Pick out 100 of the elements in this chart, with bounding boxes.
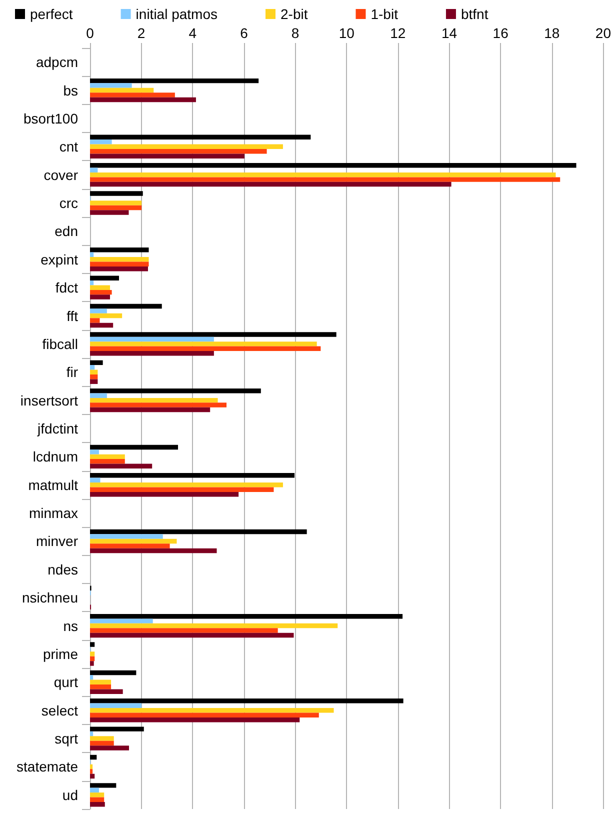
bar bbox=[90, 670, 136, 676]
bar bbox=[90, 402, 227, 408]
bar bbox=[90, 652, 95, 656]
y-tick-label: edn bbox=[54, 223, 78, 240]
bar bbox=[90, 764, 93, 770]
legend-label: 2-bit bbox=[280, 6, 308, 22]
bar bbox=[90, 407, 210, 412]
bar bbox=[90, 680, 112, 685]
bar bbox=[90, 614, 403, 619]
y-tick-label: minmax bbox=[28, 505, 78, 522]
bar bbox=[90, 346, 321, 352]
y-tick-label: qurt bbox=[54, 674, 78, 690]
y-tick-label: bs bbox=[63, 82, 78, 98]
bar bbox=[90, 149, 267, 154]
bar bbox=[90, 628, 278, 633]
bar bbox=[90, 398, 218, 403]
bar bbox=[90, 365, 95, 370]
bar bbox=[90, 717, 300, 722]
bar bbox=[90, 276, 119, 280]
bar bbox=[90, 393, 107, 398]
bar bbox=[90, 280, 94, 286]
bar bbox=[90, 285, 110, 290]
bar bbox=[90, 200, 142, 206]
bar bbox=[90, 661, 94, 666]
bar bbox=[90, 454, 125, 460]
bar bbox=[90, 248, 149, 252]
bar bbox=[90, 374, 98, 380]
y-tick-label: select bbox=[41, 702, 78, 718]
bar bbox=[90, 177, 560, 182]
bar bbox=[90, 788, 99, 793]
bar bbox=[90, 379, 98, 384]
bar bbox=[90, 792, 104, 798]
bar bbox=[90, 318, 100, 323]
x-tick-label: 18 bbox=[544, 25, 560, 41]
bar bbox=[90, 252, 94, 258]
y-tick-label: jfdctint bbox=[36, 420, 78, 436]
bar bbox=[90, 336, 214, 342]
bar bbox=[90, 322, 114, 328]
bar bbox=[90, 388, 261, 394]
bar bbox=[90, 698, 404, 704]
y-tick-label: adpcm bbox=[36, 54, 78, 70]
bar bbox=[90, 370, 98, 374]
bar bbox=[90, 689, 123, 694]
bar bbox=[90, 162, 576, 168]
bar bbox=[90, 257, 149, 262]
bar bbox=[90, 746, 130, 750]
bar bbox=[90, 618, 153, 624]
bar bbox=[90, 313, 122, 318]
bar bbox=[90, 548, 217, 554]
bar bbox=[90, 623, 338, 628]
bar bbox=[90, 444, 178, 450]
bar bbox=[90, 172, 556, 178]
bar bbox=[90, 304, 162, 309]
y-tick-label: prime bbox=[42, 646, 78, 662]
bar bbox=[90, 205, 142, 210]
y-tick-label: expint bbox=[40, 251, 78, 268]
bar bbox=[90, 210, 129, 215]
bar bbox=[90, 754, 97, 760]
y-tick-label: sqrt bbox=[54, 730, 78, 747]
x-tick-label: 0 bbox=[86, 25, 94, 41]
bar bbox=[90, 534, 163, 539]
bar bbox=[90, 703, 142, 708]
y-tick-label: fir bbox=[66, 364, 78, 380]
bar bbox=[90, 726, 144, 732]
y-tick-label: minver bbox=[36, 533, 78, 550]
bar bbox=[90, 675, 94, 680]
bar bbox=[90, 482, 283, 488]
bar bbox=[90, 168, 98, 172]
bar bbox=[90, 769, 93, 774]
x-tick-label: 8 bbox=[291, 25, 300, 41]
x-tick-label: 20 bbox=[595, 25, 612, 41]
x-tick-label: 16 bbox=[492, 25, 509, 41]
bar bbox=[90, 797, 104, 802]
bar bbox=[90, 294, 110, 300]
bar bbox=[90, 459, 125, 464]
legend-label: btfnt bbox=[460, 6, 488, 22]
bar bbox=[90, 140, 112, 144]
bar bbox=[90, 154, 244, 158]
bar bbox=[90, 134, 311, 140]
bar bbox=[90, 708, 334, 713]
y-tick-label: fibcall bbox=[42, 336, 78, 352]
bar bbox=[90, 731, 94, 736]
x-tick-label: 2 bbox=[137, 25, 146, 41]
bar bbox=[90, 182, 452, 187]
y-tick-label: bsort100 bbox=[24, 110, 78, 126]
legend-label: 1-bit bbox=[370, 6, 398, 22]
x-tick-label: 4 bbox=[188, 25, 197, 41]
y-tick-label: crc bbox=[59, 195, 78, 212]
bar bbox=[90, 360, 103, 366]
bar bbox=[90, 642, 95, 647]
y-tick-label: nsichneu bbox=[22, 590, 78, 606]
y-tick-label: matmult bbox=[28, 476, 78, 493]
bar bbox=[90, 783, 116, 788]
bar bbox=[90, 478, 100, 483]
y-tick-label: statemate bbox=[16, 758, 78, 775]
bar bbox=[90, 774, 95, 779]
bar bbox=[90, 78, 259, 84]
bar bbox=[90, 144, 283, 150]
bar bbox=[90, 83, 132, 88]
bar bbox=[90, 308, 107, 314]
